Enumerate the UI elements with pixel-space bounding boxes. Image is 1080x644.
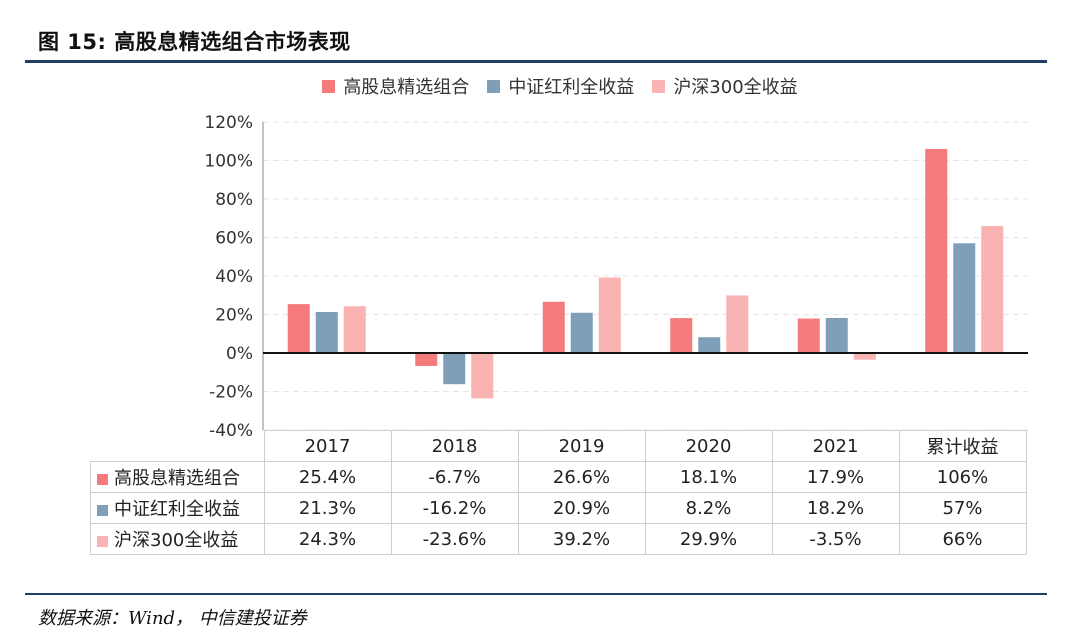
table-cell: -16.2% — [390, 492, 519, 524]
table-corner — [90, 430, 265, 462]
bar — [542, 301, 565, 353]
table-header-2020: 2020 — [644, 430, 773, 462]
y-tick-label: 120% — [204, 113, 253, 133]
bar — [343, 306, 366, 353]
row-label-series-3: 沪深300全收益 — [114, 530, 239, 551]
y-tick-label: 40% — [215, 267, 253, 287]
bar — [698, 337, 721, 353]
chart-legend: 高股息精选组合 中证红利全收益 沪深300全收益 — [0, 72, 1080, 100]
table-row: 高股息精选组合 25.4% -6.7% 26.6% 18.1% 17.9% 10… — [90, 461, 1027, 493]
table-cell: 66% — [898, 523, 1027, 555]
table-cell: 24.3% — [263, 523, 392, 555]
figure-title: 图 15: 高股息精选组合市场表现 — [38, 30, 351, 54]
bar — [471, 353, 494, 399]
table-row: 沪深300全收益 24.3% -23.6% 39.2% 29.9% -3.5% … — [90, 523, 1027, 555]
table-cell: 17.9% — [771, 461, 900, 493]
table-row: 中证红利全收益 21.3% -16.2% 20.9% 8.2% 18.2% 57… — [90, 492, 1027, 524]
table-cell: -23.6% — [390, 523, 519, 555]
table-cell: 39.2% — [517, 523, 646, 555]
bar — [443, 353, 466, 385]
bar — [670, 318, 693, 353]
legend-item-series-1: 高股息精选组合 — [322, 73, 469, 99]
legend-item-series-3: 沪深300全收益 — [652, 73, 798, 99]
table-row-label: 沪深300全收益 — [90, 523, 265, 555]
bottom-rule — [25, 593, 1047, 595]
legend-label-series-1: 高股息精选组合 — [343, 77, 470, 98]
y-tick-label: 0% — [226, 344, 253, 364]
y-tick-label: -20% — [209, 383, 253, 403]
legend-swatch-series-2 — [487, 79, 501, 93]
y-tick-label: 80% — [215, 190, 253, 210]
legend-item-series-2: 中证红利全收益 — [487, 73, 634, 99]
legend-swatch-series-1 — [322, 79, 336, 93]
table-cell: 20.9% — [517, 492, 646, 524]
table-cell: 57% — [898, 492, 1027, 524]
bar — [415, 353, 438, 366]
bar — [315, 311, 338, 353]
row-label-series-2: 中证红利全收益 — [114, 499, 240, 520]
table-header-cumulative: 累计收益 — [898, 430, 1027, 462]
bar — [726, 295, 749, 353]
legend-label-series-2: 中证红利全收益 — [508, 77, 635, 98]
bar — [598, 277, 621, 353]
bar — [825, 317, 848, 353]
table-cell: 18.1% — [644, 461, 773, 493]
y-tick-label: 60% — [215, 229, 253, 249]
bar — [853, 353, 876, 360]
table-header-2018: 2018 — [390, 430, 519, 462]
table-header-2017: 2017 — [263, 430, 392, 462]
table-header-row: 2017 2018 2019 2020 2021 累计收益 — [90, 430, 1027, 462]
y-tick-label: 20% — [215, 306, 253, 326]
table-cell: 29.9% — [644, 523, 773, 555]
table-cell: -6.7% — [390, 461, 519, 493]
table-row-label: 高股息精选组合 — [90, 461, 265, 493]
table-row-label: 中证红利全收益 — [90, 492, 265, 524]
table-header-2021: 2021 — [771, 430, 900, 462]
table-cell: 18.2% — [771, 492, 900, 524]
legend-swatch-series-3 — [652, 79, 666, 93]
legend-label-series-3: 沪深300全收益 — [673, 77, 798, 98]
y-tick-label: 100% — [204, 152, 253, 172]
table-header-2019: 2019 — [517, 430, 646, 462]
bar — [953, 243, 976, 353]
table-cell: 8.2% — [644, 492, 773, 524]
table-cell: 25.4% — [263, 461, 392, 493]
row-swatch-series-3 — [97, 535, 108, 547]
row-swatch-series-1 — [97, 473, 108, 485]
row-label-series-1: 高股息精选组合 — [114, 468, 240, 489]
bar — [925, 148, 948, 353]
data-table: 2017 2018 2019 2020 2021 累计收益 高股息精选组合 25… — [90, 430, 1027, 555]
bar — [981, 225, 1004, 353]
table-cell: 21.3% — [263, 492, 392, 524]
bar — [570, 312, 593, 353]
table-cell: -3.5% — [771, 523, 900, 555]
bar — [287, 304, 310, 353]
bar — [797, 318, 820, 353]
source-note: 数据来源：Wind， 中信建投证券 — [38, 608, 307, 629]
table-cell: 26.6% — [517, 461, 646, 493]
table-cell: 106% — [898, 461, 1027, 493]
top-rule — [25, 60, 1047, 63]
row-swatch-series-2 — [97, 504, 108, 516]
